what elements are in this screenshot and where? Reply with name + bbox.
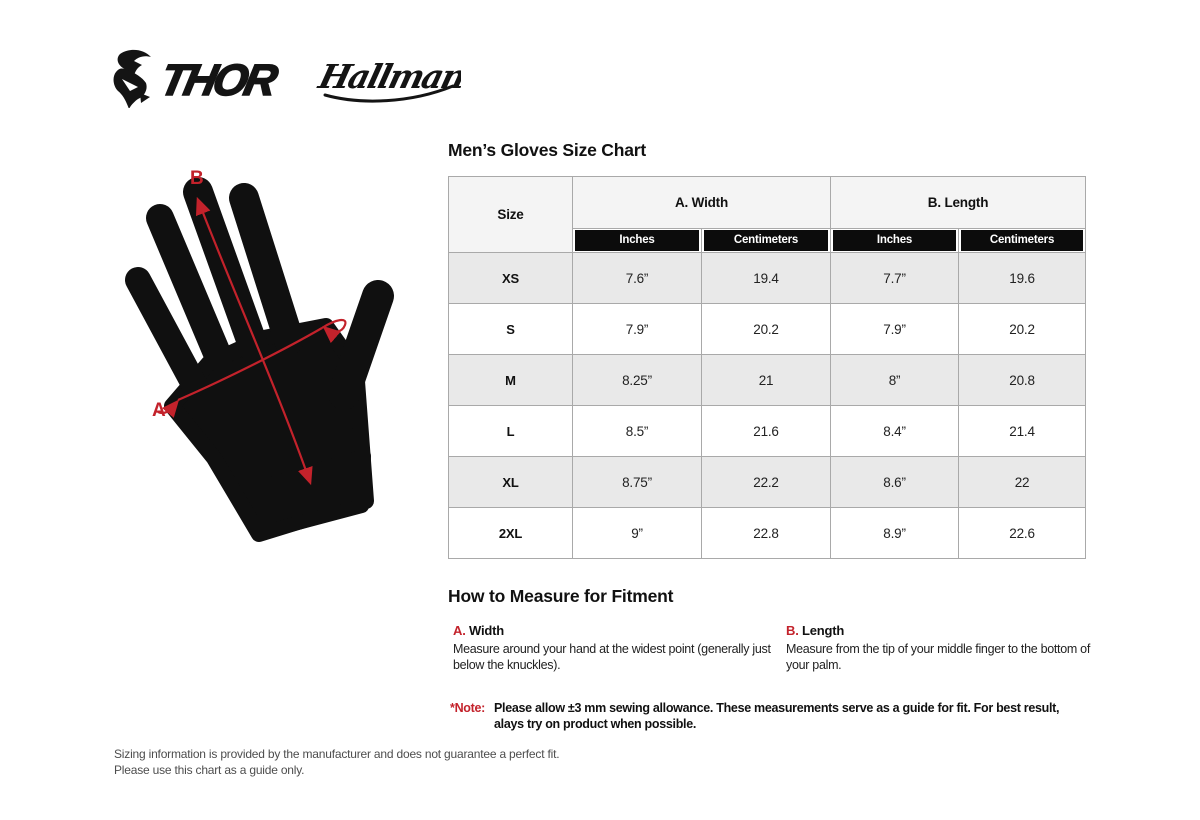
value-cell: 7.7” <box>830 252 960 304</box>
measure-label-length: B. Length <box>786 623 1102 638</box>
value-cell: 8.9” <box>830 507 960 559</box>
value-cell: 8.4” <box>830 405 960 457</box>
brand-header: THOR Hallman <box>110 48 461 108</box>
size-cell: M <box>448 354 573 406</box>
table-row-l: L 8.5” 21.6 8.4” 21.4 <box>448 405 1087 457</box>
col-group-width: A. Width <box>571 176 832 229</box>
measure-item-width: A. Width Measure around your hand at the… <box>453 623 783 673</box>
footer-line-2: Please use this chart as a guide only. <box>114 763 305 777</box>
subheader-length-inches: Inches <box>830 228 960 253</box>
footer-disclaimer: Sizing information is provided by the ma… <box>114 746 560 778</box>
measurement-arrows <box>157 196 347 486</box>
subheader-length-centimeters: Centimeters <box>958 228 1087 253</box>
subheader-width-inches: Inches <box>572 228 702 253</box>
col-header-size: Size <box>448 176 573 253</box>
value-cell: 20.2 <box>958 303 1087 355</box>
table-row-s: S 7.9” 20.2 7.9” 20.2 <box>448 303 1087 355</box>
page-title: Men’s Gloves Size Chart <box>448 140 647 160</box>
measure-title-length: Length <box>802 623 845 638</box>
figure-label-a: A <box>152 400 166 421</box>
thor-goat-icon <box>113 49 151 108</box>
measure-item-length: B. Length Measure from the tip of your m… <box>786 623 1102 673</box>
hallman-logo: Hallman <box>314 57 461 103</box>
note-body: Please allow ±3 mm sewing allowance. The… <box>494 701 1060 731</box>
measure-label-width: A. Width <box>453 623 783 638</box>
value-cell: 7.9” <box>572 303 702 355</box>
hand-measure-figure: A B <box>125 168 394 542</box>
width-line-a <box>177 327 323 402</box>
value-cell: 21.4 <box>958 405 1087 457</box>
value-cell: 8.5” <box>572 405 702 457</box>
value-cell: 22.8 <box>700 507 832 559</box>
value-cell: 8” <box>830 354 960 406</box>
size-cell: S <box>448 303 573 355</box>
hallman-flourish <box>323 84 455 103</box>
svg-text:Hallman: Hallman <box>314 57 461 95</box>
note: *Note: Please allow ±3 mm sewing allowan… <box>450 701 1085 732</box>
value-cell: 8.25” <box>572 354 702 406</box>
measure-body-length: Measure from the tip of your middle fing… <box>786 642 1090 672</box>
svg-text:THOR: THOR <box>156 56 282 104</box>
width-hook-left <box>157 399 180 418</box>
size-table-container: Size A. Width B. Length Inches Centimete… <box>448 176 1087 559</box>
footer-line-1: Sizing information is provided by the ma… <box>114 747 560 761</box>
value-cell: 21.6 <box>700 405 832 457</box>
measure-heading: How to Measure for Fitment <box>448 586 674 606</box>
width-hook-right <box>321 318 347 344</box>
size-cell: 2XL <box>448 507 573 559</box>
measure-body-width: Measure around your hand at the widest p… <box>453 642 771 672</box>
value-cell: 8.6” <box>830 456 960 508</box>
value-cell: 9” <box>572 507 702 559</box>
subheader-width-centimeters: Centimeters <box>700 228 832 253</box>
measure-prefix-a: A. <box>453 623 466 638</box>
thor-logo: THOR <box>113 49 283 108</box>
length-arrow-b <box>195 196 313 486</box>
figure-label-b: B <box>190 168 204 189</box>
size-cell: XS <box>448 252 573 304</box>
value-cell: 8.75” <box>572 456 702 508</box>
value-cell: 22 <box>958 456 1087 508</box>
value-cell: 19.6 <box>958 252 1087 304</box>
table-row-xl: XL 8.75” 22.2 8.6” 22 <box>448 456 1087 508</box>
size-cell: L <box>448 405 573 457</box>
size-chart-table: Size A. Width B. Length Inches Centimete… <box>448 176 1087 559</box>
col-group-length: B. Length <box>830 176 1087 229</box>
measure-prefix-b: B. <box>786 623 799 638</box>
measure-title-width: Width <box>469 623 505 638</box>
value-cell: 21 <box>700 354 832 406</box>
value-cell: 20.2 <box>700 303 832 355</box>
thor-wordmark: THOR <box>155 56 282 106</box>
value-cell: 7.6” <box>572 252 702 304</box>
table-row-xs: XS 7.6” 19.4 7.7” 19.6 <box>448 252 1087 304</box>
note-label: *Note: <box>450 701 486 715</box>
value-cell: 22.2 <box>700 456 832 508</box>
table-row-m: M 8.25” 21 8” 20.8 <box>448 354 1087 406</box>
value-cell: 22.6 <box>958 507 1087 559</box>
value-cell: 19.4 <box>700 252 832 304</box>
table-row-2xl: 2XL 9” 22.8 8.9” 22.6 <box>448 507 1087 559</box>
value-cell: 20.8 <box>958 354 1087 406</box>
value-cell: 7.9” <box>830 303 960 355</box>
size-cell: XL <box>448 456 573 508</box>
